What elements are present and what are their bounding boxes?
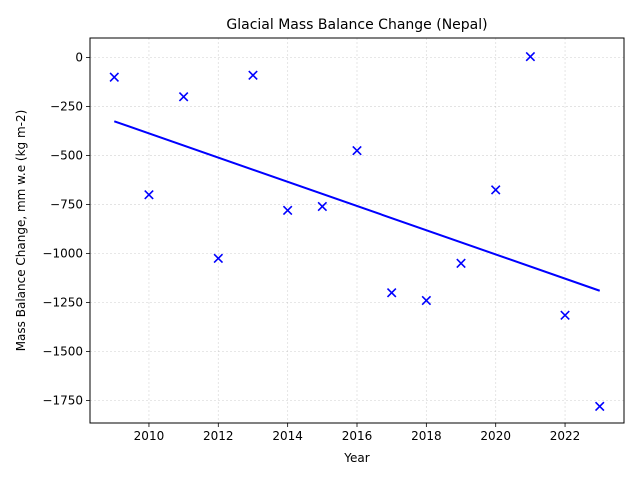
y-tick-label: 0	[75, 51, 83, 65]
data-point	[352, 145, 362, 156]
x-tick-label: 2016	[342, 429, 373, 443]
data-point	[282, 205, 293, 216]
x-tick-label: 2012	[203, 429, 234, 443]
y-tick-label: −1750	[42, 393, 83, 407]
data-point	[525, 51, 536, 62]
data-point	[421, 295, 432, 306]
data-point	[594, 401, 605, 412]
y-tick-label: −750	[50, 198, 83, 212]
trend-line	[113, 120, 601, 292]
data-points	[109, 51, 605, 412]
data-point	[248, 70, 258, 80]
x-tick-label: 2018	[411, 429, 442, 443]
data-point	[144, 189, 154, 200]
data-point	[109, 72, 120, 82]
x-axis-label: Year	[343, 451, 369, 465]
chart-title: Glacial Mass Balance Change (Nepal)	[226, 17, 487, 33]
x-tick-label: 2014	[272, 429, 303, 443]
x-tick-label: 2020	[480, 429, 511, 443]
data-point	[213, 253, 224, 264]
x-tick-label: 2022	[550, 429, 581, 443]
data-point	[490, 185, 501, 195]
data-point	[386, 287, 397, 298]
y-tick-label: −250	[50, 100, 83, 114]
data-point	[456, 258, 466, 269]
y-tick-label: −1250	[42, 296, 83, 310]
data-point	[560, 310, 570, 321]
x-tick-label: 2010	[134, 429, 165, 443]
y-axis-label: Mass Balance Change, mm w.e (kg m-2)	[14, 110, 28, 352]
data-point	[317, 201, 328, 212]
y-tick-label: −500	[50, 149, 83, 163]
y-tick-label: −1500	[42, 344, 83, 358]
data-point	[178, 92, 189, 102]
trend-line-group	[113, 120, 601, 292]
y-tick-label: −1000	[42, 247, 83, 261]
axis-ticks: 2010 2012 2014 2016 2018 2020 2022 0 −250 −500 −75…	[42, 51, 580, 443]
